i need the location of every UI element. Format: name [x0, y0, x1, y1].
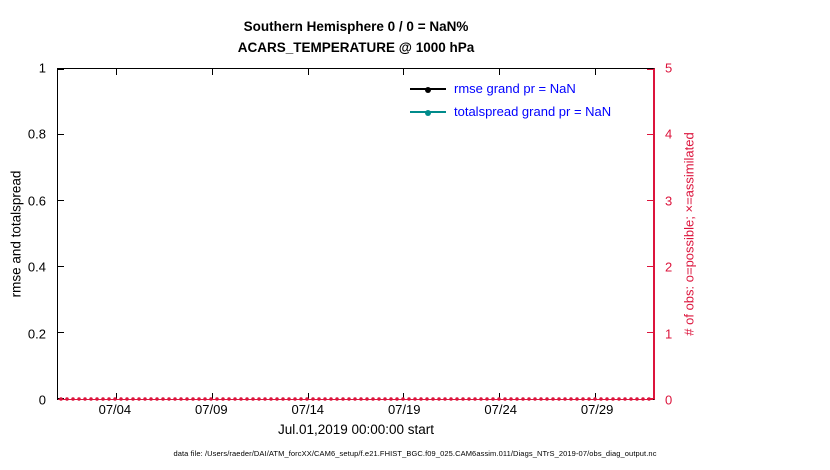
right-tick-mark	[647, 200, 653, 201]
left-axis-tick-labels: 0 0.2 0.4 0.6 0.8 1	[0, 61, 50, 408]
x-tick-mark-top	[307, 69, 309, 75]
right-tick-label: 0	[665, 392, 673, 408]
right-tick-mark	[647, 69, 653, 70]
left-tick-label: 0.8	[27, 126, 46, 142]
left-tick-mark	[58, 266, 64, 267]
legend-item-totalspread: totalspread grand pr = NaN	[410, 100, 611, 123]
right-tick-label: 5	[665, 60, 673, 76]
totalspread-marker-icon	[425, 109, 431, 116]
obs-count-zero-series	[58, 395, 653, 403]
chart-title-line1: Southern Hemisphere 0 / 0 = NaN%	[243, 19, 469, 34]
chart-title-line2: ACARS_TEMPERATURE @ 1000 hPa	[237, 40, 475, 55]
right-tick-label: 2	[665, 259, 673, 275]
x-tick-mark-top	[115, 69, 117, 75]
left-tick-label: 0.2	[27, 326, 46, 342]
legend-item-rmse: rmse grand pr = NaN	[410, 77, 611, 100]
left-tick-mark	[58, 69, 64, 70]
x-tick-mark-top	[211, 69, 213, 75]
left-tick-label: 1	[38, 60, 46, 76]
x-tick-mark-top	[499, 69, 501, 75]
left-tick-mark	[58, 332, 64, 333]
data-file-caption: data file: /Users/raeder/DAI/ATM_forcXX/…	[173, 449, 657, 458]
right-tick-mark	[647, 332, 653, 333]
x-tick-label: 07/29	[580, 402, 614, 417]
legend-label-totalspread: totalspread grand pr = NaN	[454, 104, 612, 119]
x-tick-label: 07/04	[98, 402, 132, 417]
chart-title: Southern Hemisphere 0 / 0 = NaN% ACARS_T…	[57, 16, 655, 58]
x-axis-label: Jul.01,2019 00:00:00 start	[277, 422, 435, 437]
x-tick-label: 07/19	[387, 402, 421, 417]
legend: rmse grand pr = NaN totalspread grand pr…	[410, 77, 611, 123]
plot-area: rmse grand pr = NaN totalspread grand pr…	[57, 68, 655, 403]
legend-label-rmse: rmse grand pr = NaN	[454, 81, 576, 96]
left-tick-mark	[58, 134, 64, 135]
right-tick-label: 4	[665, 126, 673, 142]
right-axis-tick-labels: 0 1 2 3 4 5	[657, 61, 687, 408]
x-tick-mark-top	[595, 69, 597, 75]
x-axis-tick-labels: 07/04 07/09 07/14 07/19 07/24 07/29	[57, 402, 655, 420]
right-tick-mark	[647, 134, 653, 135]
left-tick-label: 0	[38, 392, 46, 408]
totalspread-line-sample	[410, 109, 446, 116]
x-tick-mark-top	[403, 69, 405, 75]
x-tick-label: 07/09	[195, 402, 228, 417]
right-tick-label: 1	[665, 326, 673, 342]
right-tick-label: 3	[665, 193, 673, 209]
right-tick-mark	[647, 266, 653, 267]
rmse-line-sample	[410, 86, 446, 93]
x-tick-label: 07/14	[291, 402, 325, 417]
left-tick-label: 0.4	[27, 259, 46, 275]
rmse-marker-icon	[425, 86, 431, 93]
left-tick-label: 0.6	[27, 193, 46, 209]
left-tick-mark	[58, 200, 64, 201]
x-tick-label: 07/24	[484, 402, 517, 417]
